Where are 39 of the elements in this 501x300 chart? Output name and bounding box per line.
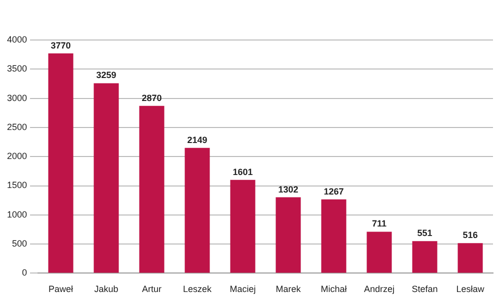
data-label: 2870 <box>142 92 162 103</box>
y-tick-label: 1500 <box>6 180 28 190</box>
y-tick-label: 1000 <box>6 209 28 220</box>
bar <box>94 83 119 273</box>
bar <box>458 243 483 273</box>
x-tick-label: Maciej <box>230 284 256 294</box>
y-tick-label: 500 <box>12 238 28 249</box>
bar <box>184 148 210 273</box>
data-label: 3259 <box>96 70 116 80</box>
bar <box>48 53 74 273</box>
y-tick-label: 2500 <box>6 122 28 132</box>
data-label: 1601 <box>232 166 253 177</box>
x-tick-label: Paweł <box>48 284 74 294</box>
data-label: 711 <box>372 218 387 229</box>
data-label: 1302 <box>278 184 298 194</box>
data-label: 551 <box>417 228 432 238</box>
data-label: 516 <box>462 230 478 240</box>
data-label: 2149 <box>187 134 208 145</box>
bar <box>230 180 256 273</box>
x-tick-label: Andrzej <box>364 284 395 294</box>
x-tick-label: Leszek <box>183 284 212 294</box>
bar <box>321 199 346 273</box>
bar <box>412 241 438 273</box>
y-tick-label: 3500 <box>6 64 28 74</box>
bar <box>276 197 301 273</box>
x-tick-label: Lesław <box>456 284 485 294</box>
data-label: 1267 <box>324 186 344 196</box>
y-tick-label: 3000 <box>6 92 28 103</box>
x-tick-label: Michał <box>320 284 347 294</box>
x-tick-label: Artur <box>142 284 162 294</box>
y-tick-label: 4000 <box>6 34 28 44</box>
y-tick-label: 2000 <box>6 151 28 162</box>
x-tick-label: Stefan <box>412 284 438 294</box>
y-tick-label: 0 <box>22 268 28 278</box>
data-label: 3770 <box>50 40 71 50</box>
bar <box>139 106 164 273</box>
bar <box>366 232 392 273</box>
x-tick-label: Marek <box>276 284 302 294</box>
x-tick-label: Jakub <box>94 284 118 294</box>
